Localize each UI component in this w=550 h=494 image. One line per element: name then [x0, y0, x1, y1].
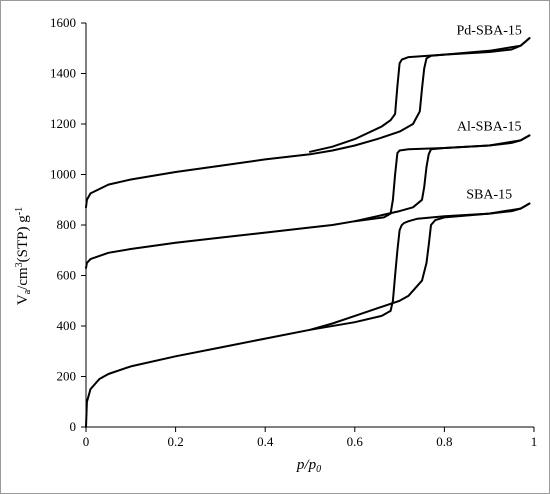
pd-sba-15-desorption-curve	[309, 37, 531, 153]
x-ticks: 0 0.2 0.4 0.6 0.8 1	[83, 427, 538, 449]
x-tick-label: 0.4	[257, 434, 274, 449]
y-tick-label: 600	[57, 268, 77, 283]
sba-15-label: SBA-15	[466, 187, 512, 202]
y-tick-label: 200	[57, 369, 77, 384]
x-tick-label: 0	[83, 434, 90, 449]
sba-15-desorption-curve	[309, 202, 531, 331]
y-ticks: 0 200 400 600 800 1000 1200 1400 1600	[50, 15, 86, 434]
axes	[85, 23, 534, 428]
x-tick-label: 1	[531, 434, 538, 449]
sba-15-adsorption-curve	[85, 202, 531, 428]
y-tick-label: 1200	[50, 116, 76, 131]
al-sba-15-desorption-curve	[353, 134, 531, 223]
x-tick-label: 0.2	[167, 434, 183, 449]
x-tick-label: 0.8	[436, 434, 452, 449]
al-sba-15-label: Al-SBA-15	[457, 119, 522, 134]
y-tick-label: 1600	[50, 15, 76, 30]
y-tick-label: 800	[57, 217, 77, 232]
curves	[85, 37, 531, 428]
y-tick-label: 1400	[50, 66, 76, 81]
pd-sba-15-label: Pd-SBA-15	[457, 23, 522, 38]
series-labels: Pd-SBA-15 Al-SBA-15 SBA-15	[457, 23, 522, 202]
x-axis-title: p/p0	[296, 457, 321, 475]
x-tick-label: 0.6	[347, 434, 364, 449]
y-tick-label: 400	[57, 318, 77, 333]
y-tick-label: 1000	[50, 167, 76, 182]
y-axis-title: Va/cm3(STP) g-1	[14, 207, 33, 305]
y-tick-label: 0	[70, 419, 77, 434]
